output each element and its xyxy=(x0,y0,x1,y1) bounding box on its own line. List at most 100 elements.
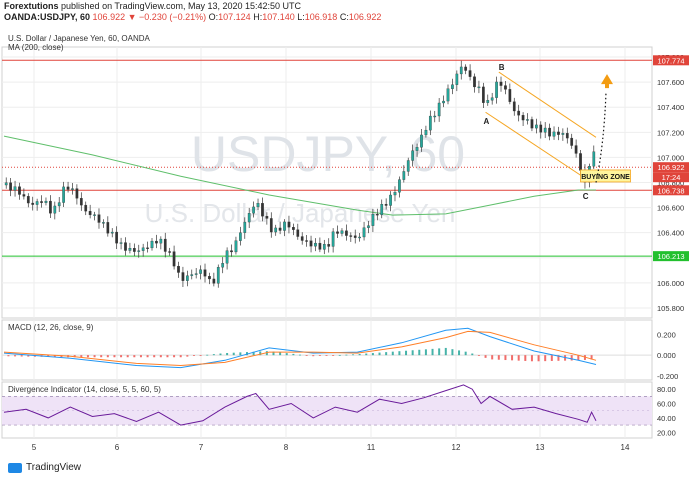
candle-body xyxy=(265,216,269,219)
candle-body xyxy=(481,86,485,103)
price-badge-text: 106.922 xyxy=(657,163,684,172)
down-arrow-icon: ▼ xyxy=(127,12,137,22)
candle-body xyxy=(194,273,198,275)
macd-histogram-bar xyxy=(47,355,50,357)
div-y-tick: 40.00 xyxy=(657,414,676,423)
candle-body xyxy=(84,204,88,212)
x-tick-label: 12 xyxy=(452,443,461,452)
buying-zone-box[interactable] xyxy=(580,169,631,183)
divergence-line xyxy=(3,384,597,426)
chart-header: Forextutions published on TradingView.co… xyxy=(0,0,690,26)
macd-histogram-bar xyxy=(318,355,321,356)
macd-histogram-bar xyxy=(106,355,109,358)
div-y-tick: 80.00 xyxy=(657,385,676,394)
macd-histogram-bar xyxy=(312,355,315,357)
macd-histogram-bar xyxy=(464,351,467,356)
div-y-tick: 20.00 xyxy=(657,428,676,437)
candle-body xyxy=(230,250,233,253)
macd-histogram-bar xyxy=(265,351,268,356)
high-value: 107.140 xyxy=(262,12,295,22)
candle-body xyxy=(274,227,278,233)
candle-body xyxy=(137,250,141,252)
macd-y-tick: -0.200 xyxy=(657,372,678,381)
candle-body xyxy=(159,238,163,244)
candle-body xyxy=(181,272,185,281)
candle-body xyxy=(433,115,437,118)
macd-histogram-bar xyxy=(398,351,401,356)
candle-body xyxy=(110,231,114,234)
macd-histogram-bar xyxy=(431,348,434,356)
candle-body xyxy=(212,278,216,284)
low-label: L: xyxy=(297,12,305,22)
candle-body xyxy=(340,230,344,234)
candle-body xyxy=(543,127,547,133)
candle-body xyxy=(141,247,145,251)
macd-y-tick: 0.000 xyxy=(657,351,676,360)
tradingview-footer[interactable]: TradingView xyxy=(8,462,81,473)
macd-histogram-bar xyxy=(179,355,182,358)
candle-body xyxy=(239,232,242,241)
candle-body xyxy=(88,210,92,216)
candle-body xyxy=(97,214,101,223)
candle-body xyxy=(371,213,375,226)
candle-body xyxy=(526,119,529,121)
macd-histogram-bar xyxy=(497,355,500,360)
candle-body xyxy=(31,202,35,205)
macd-histogram-bar xyxy=(371,353,374,356)
candle-body xyxy=(225,250,229,264)
macd-histogram-bar xyxy=(299,354,301,356)
point-a-label: A xyxy=(484,117,490,126)
macd-histogram-bar xyxy=(226,353,229,356)
close-label: C: xyxy=(339,12,349,22)
candle-body xyxy=(477,86,481,89)
macd-histogram-bar xyxy=(285,353,288,356)
symbol-label[interactable]: OANDA:USDJPY, 60 xyxy=(4,12,91,22)
candle-body xyxy=(579,153,582,171)
macd-histogram-bar xyxy=(424,349,427,356)
candle-body xyxy=(406,160,410,172)
candle-body xyxy=(22,194,26,197)
candle-body xyxy=(4,182,8,186)
candle-body xyxy=(146,247,149,249)
candle-body xyxy=(106,222,110,234)
macd-histogram-bar xyxy=(153,355,156,358)
candle-body xyxy=(252,206,255,214)
candle-body xyxy=(367,225,370,228)
candle-body xyxy=(75,188,79,199)
candle-body xyxy=(168,251,172,253)
candle-body xyxy=(66,186,70,190)
macd-histogram-bar xyxy=(146,355,149,358)
macd-histogram-bar xyxy=(27,355,30,357)
candle-body xyxy=(353,235,357,238)
candle-body xyxy=(574,145,578,154)
price-badge xyxy=(653,185,689,196)
macd-histogram-bar xyxy=(418,349,421,356)
publisher-name[interactable]: Forextutions xyxy=(4,1,59,11)
candle-body xyxy=(539,124,543,133)
macd-histogram-bar xyxy=(477,355,480,356)
low-value: 106.918 xyxy=(304,12,338,22)
macd-histogram-bar xyxy=(590,355,593,360)
candle-body xyxy=(517,110,521,116)
macd-histogram-bar xyxy=(166,355,169,358)
tradingview-logo-icon xyxy=(8,462,22,473)
candle-body xyxy=(495,81,498,98)
macd-histogram-bar xyxy=(212,354,215,356)
candle-body xyxy=(79,198,83,206)
candle-body xyxy=(411,150,415,161)
price-badge xyxy=(653,172,689,183)
candle-body xyxy=(512,101,516,112)
macd-histogram-bar xyxy=(438,348,441,356)
macd-histogram-bar xyxy=(511,355,514,361)
macd-histogram-bar xyxy=(385,352,388,356)
candle-body xyxy=(393,192,397,196)
chart-area[interactable]: 105.800106.000106.200106.400106.600106.8… xyxy=(0,26,690,460)
macd-y-tick: 0.200 xyxy=(657,330,676,339)
close-value: 106.922 xyxy=(348,12,382,22)
candle-body xyxy=(115,231,119,244)
projection-path xyxy=(595,92,607,183)
candle-body xyxy=(336,231,339,234)
price-badge-text: 106.213 xyxy=(657,252,684,261)
candle-body xyxy=(124,242,127,251)
macd-histogram-bar xyxy=(352,354,355,356)
